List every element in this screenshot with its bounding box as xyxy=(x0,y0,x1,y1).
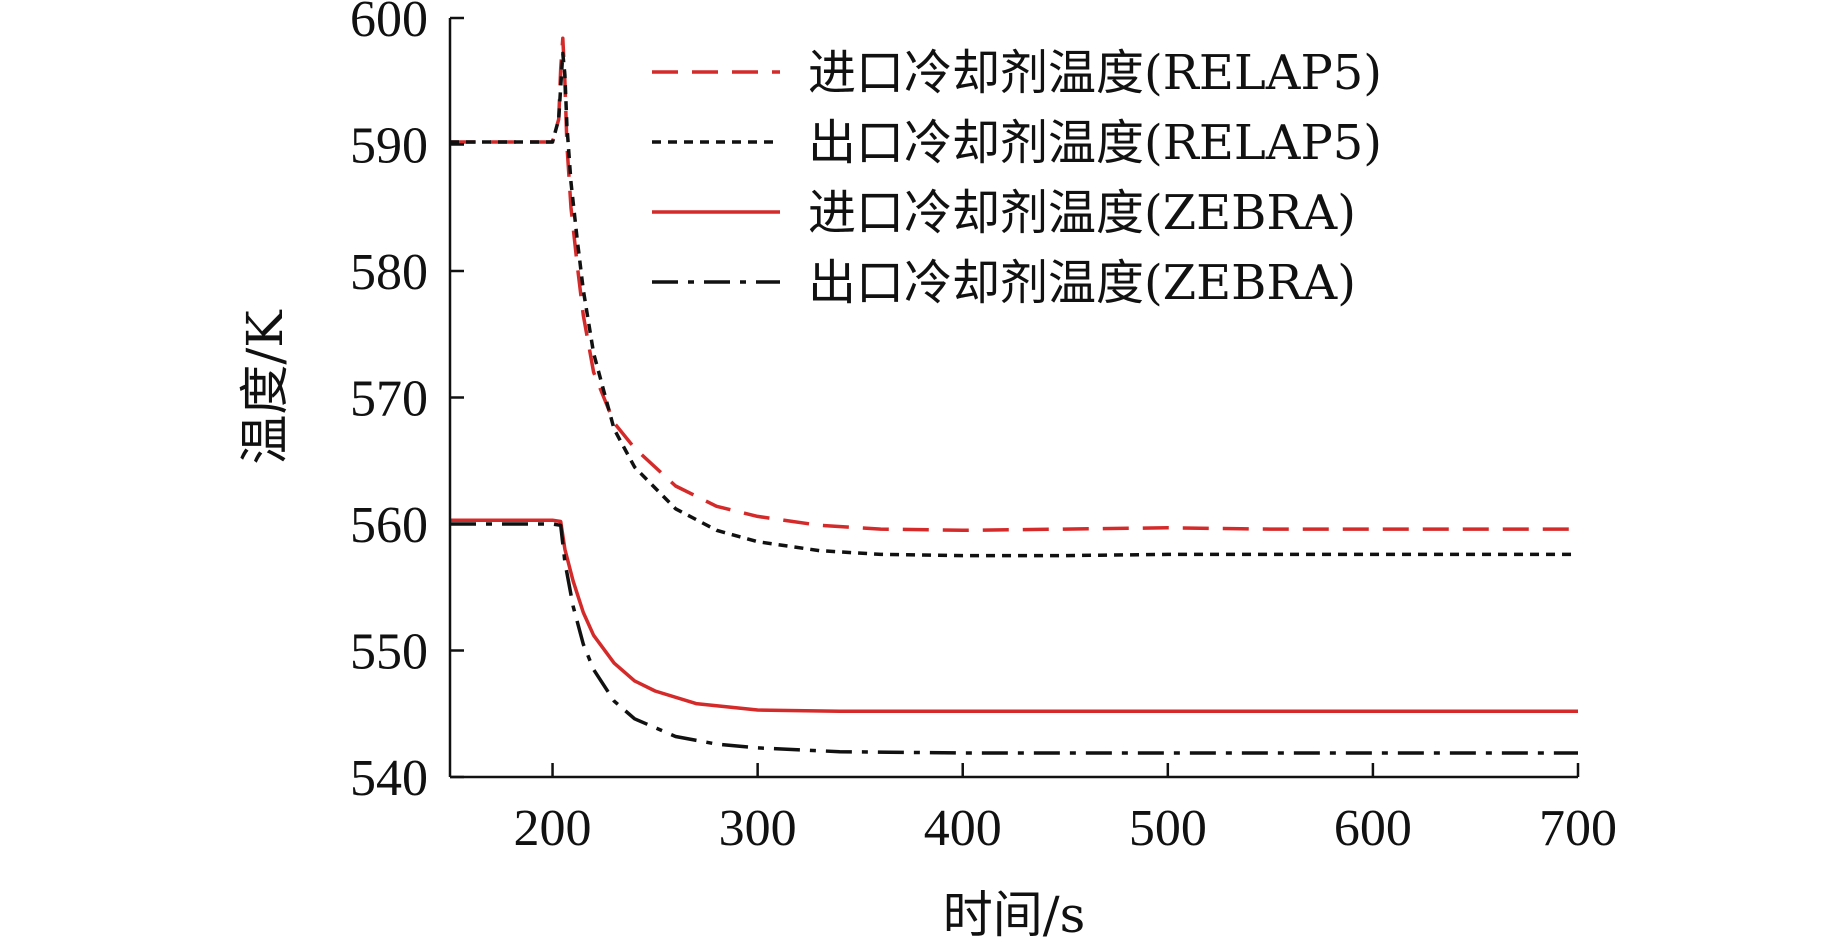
y-tick-label: 560 xyxy=(350,497,428,554)
legend: 进口冷却剂温度(RELAP5) 出口冷却剂温度(RELAP5) 进口冷却剂温度(ZE… xyxy=(652,45,1382,311)
legend-label-4: 出口冷却剂温度(ZEBRA) xyxy=(808,255,1356,311)
series-line-1 xyxy=(450,36,1578,533)
y-axis-title: 温度/K xyxy=(236,309,294,465)
legend-label-1: 进口冷却剂温度(RELAP5) xyxy=(808,45,1382,101)
x-tick-label: 400 xyxy=(924,800,1002,857)
y-tick-label: 540 xyxy=(350,750,428,807)
x-tick-label: 500 xyxy=(1129,800,1207,857)
plot-series xyxy=(450,36,1578,755)
x-axis-title: 时间/s xyxy=(943,886,1086,944)
y-tick-label: 580 xyxy=(350,244,428,301)
series-line-2 xyxy=(450,51,1578,558)
axes: 540 550 560 570 580 590 600 200 300 400 500 600 700 xyxy=(350,0,1617,857)
y-tick-label: 570 xyxy=(350,371,428,428)
y-tick-label: 600 xyxy=(350,0,428,48)
series-line-3 xyxy=(450,518,1578,713)
x-tick-label: 300 xyxy=(719,800,797,857)
x-tick-label: 200 xyxy=(514,800,592,857)
y-tick-label: 550 xyxy=(350,624,428,681)
y-tick-label: 590 xyxy=(350,118,428,175)
series-line-4 xyxy=(450,522,1578,755)
legend-label-3: 进口冷却剂温度(ZEBRA) xyxy=(808,185,1356,241)
x-tick-label: 700 xyxy=(1539,800,1617,857)
x-tick-label: 600 xyxy=(1334,800,1412,857)
legend-label-2: 出口冷却剂温度(RELAP5) xyxy=(808,115,1382,171)
